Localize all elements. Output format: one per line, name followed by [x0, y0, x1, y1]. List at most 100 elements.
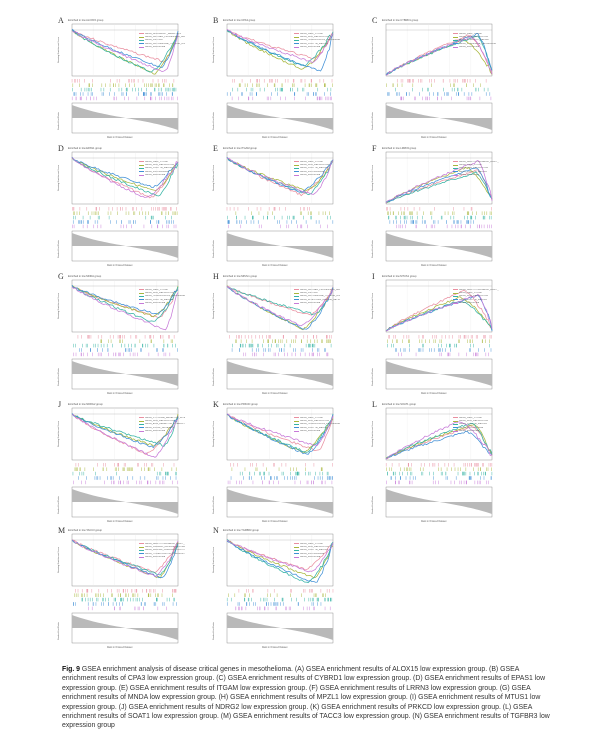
- gsea-svg: [385, 151, 493, 262]
- legend-swatch: [294, 33, 299, 35]
- legend-label: KEGG_HOMOLOGOUS_RECOMBINATION: [300, 423, 340, 426]
- legend-swatch: [453, 40, 458, 41]
- legend-swatch: [294, 161, 299, 163]
- legend-label: KEGG_OOCYTE_MEIOSIS: [300, 549, 329, 552]
- gsea-panel-c: C Enriched in low CYBRD1 group KEGG_CELL_C…: [372, 16, 496, 144]
- y-axis-label-metric: Ranked List Metric: [372, 111, 374, 130]
- legend-label: KEGG_DNA_REPLICATION: [145, 164, 175, 167]
- legend-swatch: [453, 296, 458, 297]
- legend-swatch: [139, 427, 144, 429]
- legend-swatch: [453, 46, 458, 48]
- legend-label: KEGG_PROTEASOME: [145, 170, 170, 173]
- enrichment-curve: [385, 293, 493, 332]
- ranked-metric-area: [386, 489, 492, 514]
- legend-label: KEGG_HOMOLOGOUS_RECOMBINATION: [145, 295, 185, 298]
- legend-entry: KEGG_DNA_REPLICATION: [294, 545, 340, 548]
- gsea-panel-j: J Enriched in low NDRG2 group KEGG_CYTOKIN…: [58, 400, 185, 528]
- gsea-svg: [385, 407, 493, 518]
- legend-label: KEGG_ARRHYTHMOGENIC_RIGHT_VENTRICULAR: [459, 160, 499, 163]
- gsea-plot: KEGG_CELL_CYCLE KEGG_DNA_REPLICATION KEGG_…: [221, 151, 335, 264]
- gsea-svg: [226, 279, 334, 390]
- legend-swatch: [294, 543, 299, 545]
- legend-entry: KEGG_CELL_CYCLE: [453, 163, 499, 166]
- y-axis-label-enrichment: Running Enrichment Score: [58, 546, 60, 573]
- enrichment-curve: [71, 157, 179, 198]
- legend-label: KEGG_ALLOGRAFT_REJECTION: [145, 32, 181, 35]
- legend-entry: KEGG_PROTEASOME: [294, 170, 340, 173]
- legend-swatch: [294, 289, 299, 291]
- legend-label: KEGG_OOCYTE_MEIOSIS: [300, 42, 329, 45]
- enrichment-curve: [71, 413, 179, 449]
- enrichment-curve: [226, 540, 334, 583]
- legend-label: KEGG_DNA_REPLICATION: [145, 420, 175, 423]
- legend-label: KEGG_DNA_REPLICATION: [300, 36, 330, 39]
- legend-entry: KEGG_DNA_REPLICATION: [139, 163, 185, 166]
- y-axis-label-enrichment: Running Enrichment Score: [213, 420, 215, 447]
- x-axis-label: Rank in Ordered Dataset: [107, 137, 133, 139]
- panel-letter: D: [58, 144, 64, 153]
- legend-swatch: [139, 553, 144, 555]
- gsea-plot: KEGG_CELL_CYCLE KEGG_DNA_REPLICATION KEGG_…: [221, 407, 340, 520]
- legend-swatch: [453, 302, 458, 304]
- legend-label: KEGG_DNA_REPLICATION: [459, 420, 489, 423]
- enrichment-curve: [226, 539, 334, 571]
- legend-swatch: [453, 43, 458, 45]
- y-axis-label-enrichment: Running Enrichment Score: [213, 546, 215, 573]
- legend-entry: KEGG_ANTIGEN_PROCESSING_AND_PRESENTATION: [139, 35, 185, 38]
- legend-entry: KEGG_AUTOIMMUNE_THYROID_DISEASE: [139, 42, 185, 45]
- legend-label: KEGG_DNA_REPLICATION: [459, 295, 489, 298]
- legend-label: KEGG_RIBOSOME: [300, 430, 321, 433]
- enrichment-curve: [226, 157, 334, 195]
- legend-label: KEGG_DNA_REPLICATION: [300, 420, 330, 423]
- legend-swatch: [453, 427, 458, 429]
- legend-label: KEGG_RIBOSOME: [459, 46, 480, 49]
- legend-swatch: [294, 417, 299, 419]
- legend-entry: KEGG_RIBOSOME: [294, 556, 340, 559]
- caption-text: GSEA enrichment analysis of disease crit…: [62, 666, 550, 730]
- legend-label: KEGG_CELL_CYCLE: [145, 288, 168, 291]
- legend-entry: KEGG_RIBOSOME: [453, 430, 499, 433]
- legend-label: KEGG_CELL_CYCLE: [300, 160, 323, 163]
- ranked-metric-area: [386, 105, 492, 130]
- legend-entry: KEGG_DNA_REPLICATION: [453, 167, 499, 170]
- legend-entry: KEGG_CYTOKINE_RECEPTOR_INTERACTION: [139, 416, 185, 419]
- ranked-metric-area: [227, 361, 333, 386]
- legend-swatch: [139, 43, 144, 45]
- legend-swatch: [294, 420, 299, 422]
- enrichment-frame: [226, 279, 334, 333]
- legend-label: KEGG_AUTOIMMUNE_THYROID_DISEASE: [300, 295, 340, 298]
- enrichment-curve: [226, 29, 334, 72]
- gsea-svg: [71, 533, 179, 644]
- legend-label: KEGG_OOCYTE_MEIOSIS: [459, 170, 488, 173]
- legend-entry: KEGG_RIBOSOME: [294, 302, 340, 305]
- legend-label: KEGG_DNA_REPLICATION: [300, 164, 330, 167]
- panel-legend: KEGG_ALLOGRAFT_REJECTION KEGG_ANTIGEN_PRO…: [139, 32, 185, 49]
- x-axis-label: Rank in Ordered Dataset: [107, 265, 133, 267]
- legend-label: KEGG_ASTHMA: [145, 39, 163, 42]
- legend-label: KEGG_RIBOSOME: [300, 302, 321, 305]
- panel-letter: N: [213, 526, 219, 535]
- y-axis-label-enrichment: Running Enrichment Score: [372, 420, 374, 447]
- legend-label: KEGG_INTESTINAL_IMMUNE_NETWORK: [300, 298, 340, 301]
- legend-label: KEGG_CELL_CYCLE: [459, 416, 482, 419]
- gsea-plot: KEGG_CELL_CYCLE KEGG_DNA_REPLICATION KEGG_…: [66, 151, 180, 264]
- panel-letter: E: [213, 144, 218, 153]
- enrichment-curve: [71, 285, 179, 315]
- legend-label: KEGG_ARRHYTHMOGENIC_RIGHT_VENTRICULAR: [459, 288, 499, 291]
- gsea-svg: [226, 151, 334, 262]
- gsea-panel-n: N Enriched in low TGFBR3 group KEGG_CELL_C…: [213, 526, 335, 654]
- panel-legend: KEGG_ARRHYTHMOGENIC_RIGHT_VENTRICULARKEG…: [139, 542, 185, 559]
- legend-swatch: [294, 296, 299, 297]
- legend-label: KEGG_OOCYTE_MEIOSIS: [145, 167, 174, 170]
- gsea-svg: [226, 533, 334, 644]
- panel-title: Enriched in low ITGAM group: [223, 147, 257, 150]
- legend-entry: KEGG_HYPERTROPHIC_CARDIOMYOPATHY: [139, 552, 185, 555]
- legend-label: KEGG_DNA_REPLICATION: [145, 292, 175, 295]
- legend-entry: KEGG_ECM_RECEPTOR_INTERACTION: [139, 423, 185, 426]
- y-axis-label-metric: Ranked List Metric: [213, 239, 215, 258]
- legend-label: KEGG_MISMATCH_REPAIR: [459, 39, 489, 42]
- gsea-plot: KEGG_ARRHYTHMOGENIC_RIGHT_VENTRICULAR KEG…: [380, 279, 499, 392]
- legend-label: KEGG_AUTOIMMUNE_THYROID_DISEASE: [145, 42, 185, 45]
- panel-legend: KEGG_CELL_CYCLE KEGG_DNA_REPLICATION KEGG_…: [139, 288, 185, 305]
- enrichment-curve: [71, 156, 179, 188]
